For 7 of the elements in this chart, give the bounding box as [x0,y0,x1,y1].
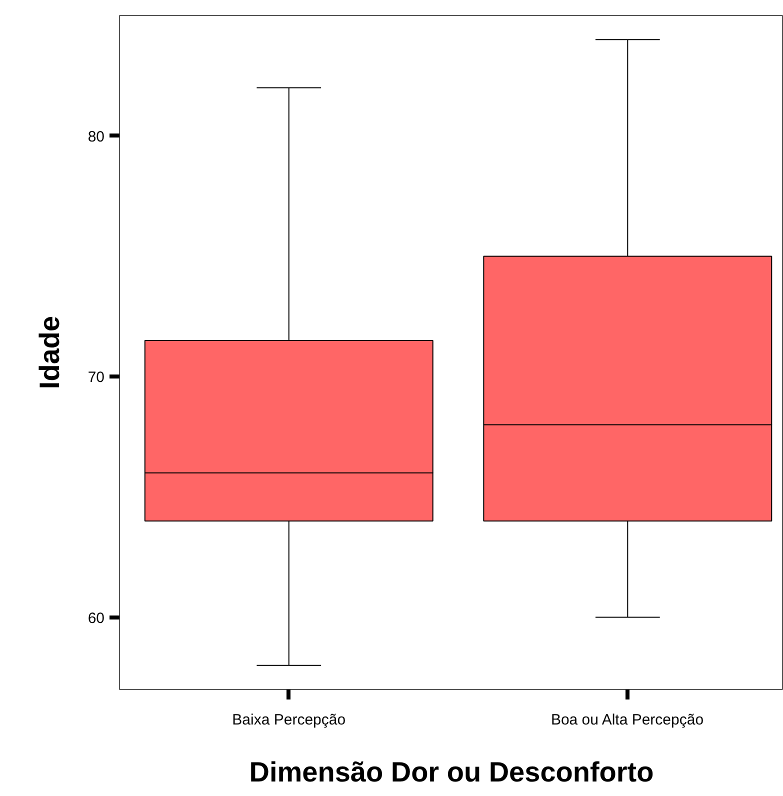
x-tick-label: Boa ou Alta Percepção [550,712,704,728]
y-tick-label: 70 [88,369,105,386]
x-axis-title: Dimensão Dor ou Desconforto [249,756,654,788]
x-tick-label: Baixa Percepção [232,712,346,728]
y-tick-label: 80 [88,128,105,146]
y-axis-title: Idade [34,316,65,390]
y-tick-label: 60 [88,610,105,627]
